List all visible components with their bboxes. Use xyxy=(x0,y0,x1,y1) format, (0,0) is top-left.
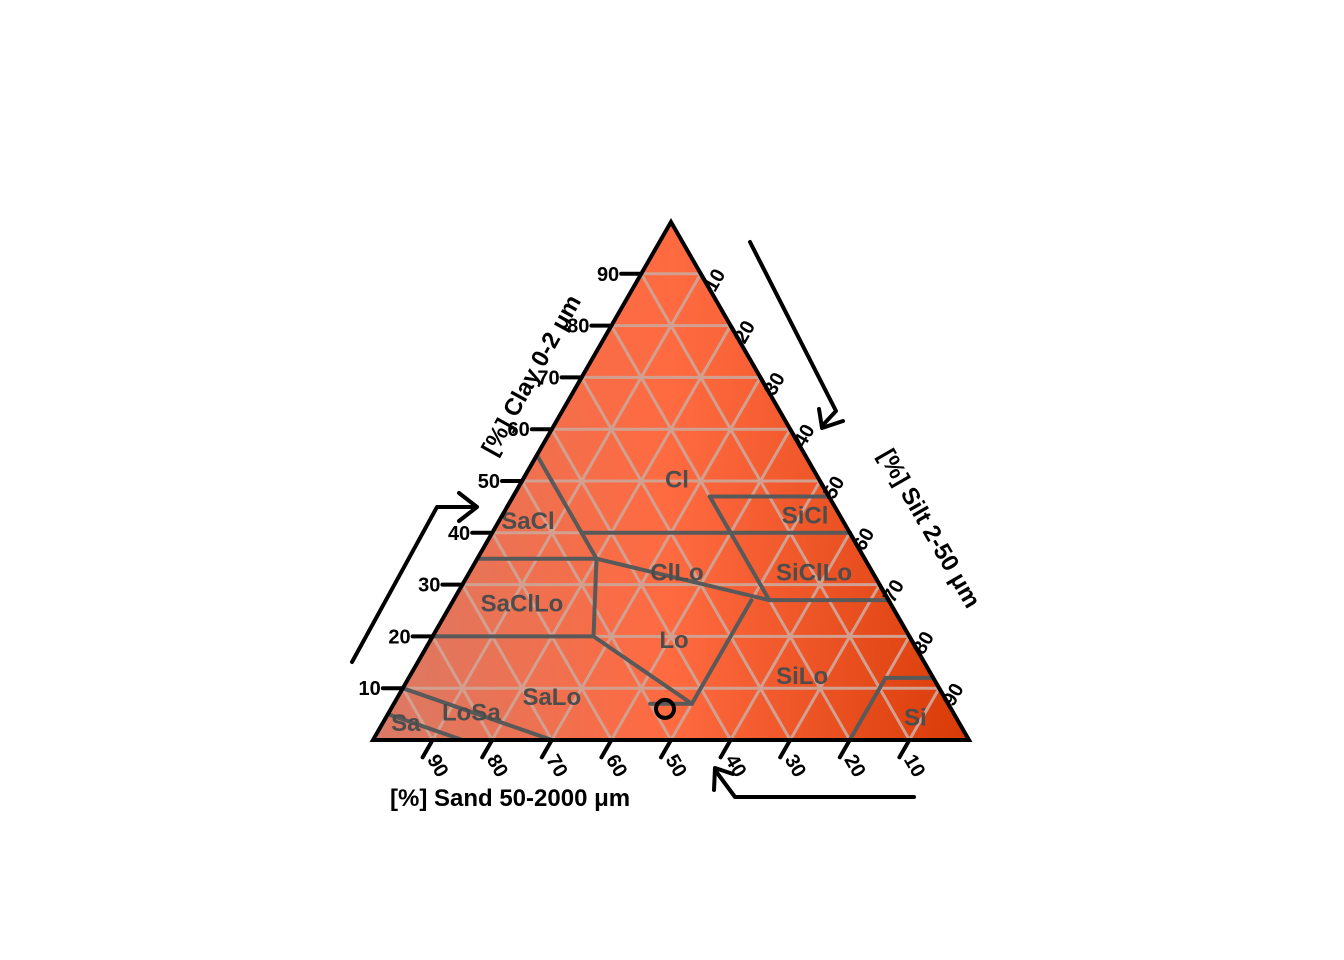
silt-tick xyxy=(907,634,922,656)
silt-tick xyxy=(758,375,773,397)
class-label-silo: SiLo xyxy=(776,663,828,690)
silt-tick xyxy=(877,582,892,604)
sand-tick-label: 40 xyxy=(720,751,750,781)
silt-tick xyxy=(728,323,743,345)
sand-axis-arrowhead xyxy=(712,766,735,792)
grid-line-sand xyxy=(460,583,554,740)
class-label-sicl: SiCl xyxy=(782,503,829,530)
sand-tick xyxy=(480,738,495,760)
class-boundary xyxy=(847,675,888,742)
class-boundary xyxy=(591,634,694,706)
grid-line-sand xyxy=(639,272,911,740)
class-label-sacllo: SaClLo xyxy=(481,591,564,618)
sand-tick-label: 10 xyxy=(899,751,929,781)
axis-ticks xyxy=(380,271,952,760)
class-boundary xyxy=(594,556,772,603)
sand-tick xyxy=(778,738,793,760)
grid-line-sand xyxy=(431,634,494,740)
class-boundary xyxy=(579,530,599,561)
class-label-cllo: ClLo xyxy=(650,560,703,587)
sand-tick-label: 30 xyxy=(780,751,810,781)
clay-axis-arrowhead xyxy=(457,491,479,523)
class-label-salo: SaLo xyxy=(522,684,581,711)
grid-line-silt xyxy=(907,686,941,740)
class-label-lo: Lo xyxy=(659,627,688,654)
sand-tick xyxy=(420,738,435,760)
silt-tick xyxy=(818,479,833,501)
sand-tick-label: 60 xyxy=(601,751,631,781)
class-label-cl: Cl xyxy=(665,466,689,493)
sand-tick xyxy=(897,738,912,760)
class-boundary xyxy=(689,598,754,706)
class-boundary xyxy=(400,686,554,742)
class-label-si: Si xyxy=(904,705,927,732)
sand-axis-title: [%] Sand 50-2000 μm xyxy=(390,785,630,812)
sand-tick xyxy=(718,738,733,760)
silt-tick xyxy=(788,427,803,449)
sand-axis-arrow xyxy=(713,768,916,799)
clay-axis-arrow xyxy=(350,505,477,664)
grid-line-sand xyxy=(580,375,792,740)
grid-line-sand xyxy=(401,686,435,740)
clay-tick-label: 90 xyxy=(597,264,619,286)
clay-tick-label: 20 xyxy=(388,626,410,648)
clay-tick-label: 50 xyxy=(478,471,500,493)
sand-tick-label: 70 xyxy=(541,751,571,781)
class-label-sa: Sa xyxy=(391,710,421,737)
silt-tick xyxy=(937,686,952,708)
clay-tick-label: 60 xyxy=(508,419,530,441)
sand-tick-label: 50 xyxy=(661,751,691,781)
sand-tick xyxy=(658,738,673,760)
sand-tick xyxy=(539,738,554,760)
silt-axis-arrowhead xyxy=(817,407,845,430)
class-boundary xyxy=(728,530,772,603)
sand-tick-label: 20 xyxy=(839,751,869,781)
class-label-losa: LoSa xyxy=(442,699,501,726)
grid-line-silt xyxy=(729,531,852,740)
class-boundary xyxy=(591,556,599,639)
class-boundary xyxy=(385,712,465,742)
clay-tick-label: 30 xyxy=(418,575,440,597)
clay-tick-label: 70 xyxy=(537,367,559,389)
clay-tick-label: 80 xyxy=(567,316,589,338)
class-label-sacl: SaCl xyxy=(501,508,554,535)
grid-line-silt xyxy=(788,583,882,740)
sand-tick-label: 80 xyxy=(482,751,512,781)
class-labels: Cl SiCl SaCl ClLo SiClLo SaClLo Lo SiLo SaLo Si Lo… xyxy=(391,466,927,736)
class-boundary xyxy=(534,453,584,535)
sand-tick-label: 90 xyxy=(422,751,452,781)
data-points xyxy=(654,697,677,720)
silt-axis-arrow xyxy=(748,240,838,428)
axis-arrows xyxy=(350,240,916,799)
class-label-sicllo: SiClLo xyxy=(776,560,852,587)
clay-tick-label: 10 xyxy=(359,678,381,700)
grid-line-silt xyxy=(550,375,762,740)
sand-tick xyxy=(599,738,614,760)
class-boundary xyxy=(707,494,733,535)
sand-tick xyxy=(837,738,852,760)
silt-tick xyxy=(698,271,713,294)
silt-tick xyxy=(847,530,862,553)
data-point xyxy=(654,697,677,720)
clay-tick-label: 40 xyxy=(448,523,470,545)
